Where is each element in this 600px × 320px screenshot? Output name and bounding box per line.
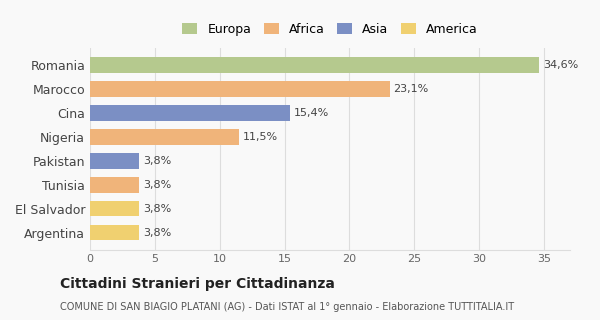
- Text: 11,5%: 11,5%: [243, 132, 278, 142]
- Bar: [90, 153, 139, 169]
- Text: 23,1%: 23,1%: [394, 84, 429, 94]
- Bar: [90, 201, 139, 216]
- Legend: Europa, Africa, Asia, America: Europa, Africa, Asia, America: [178, 18, 482, 41]
- Bar: [90, 177, 139, 193]
- Bar: [90, 57, 539, 73]
- Text: 34,6%: 34,6%: [543, 60, 578, 70]
- Text: Cittadini Stranieri per Cittadinanza: Cittadini Stranieri per Cittadinanza: [60, 277, 335, 291]
- Bar: [90, 105, 290, 121]
- Text: 15,4%: 15,4%: [293, 108, 329, 118]
- Text: 3,8%: 3,8%: [143, 228, 172, 238]
- Text: COMUNE DI SAN BIAGIO PLATANI (AG) - Dati ISTAT al 1° gennaio - Elaborazione TUTT: COMUNE DI SAN BIAGIO PLATANI (AG) - Dati…: [60, 302, 514, 312]
- Bar: [90, 81, 389, 97]
- Text: 3,8%: 3,8%: [143, 156, 172, 166]
- Text: 3,8%: 3,8%: [143, 204, 172, 214]
- Text: 3,8%: 3,8%: [143, 180, 172, 190]
- Bar: [90, 225, 139, 240]
- Bar: [90, 129, 239, 145]
